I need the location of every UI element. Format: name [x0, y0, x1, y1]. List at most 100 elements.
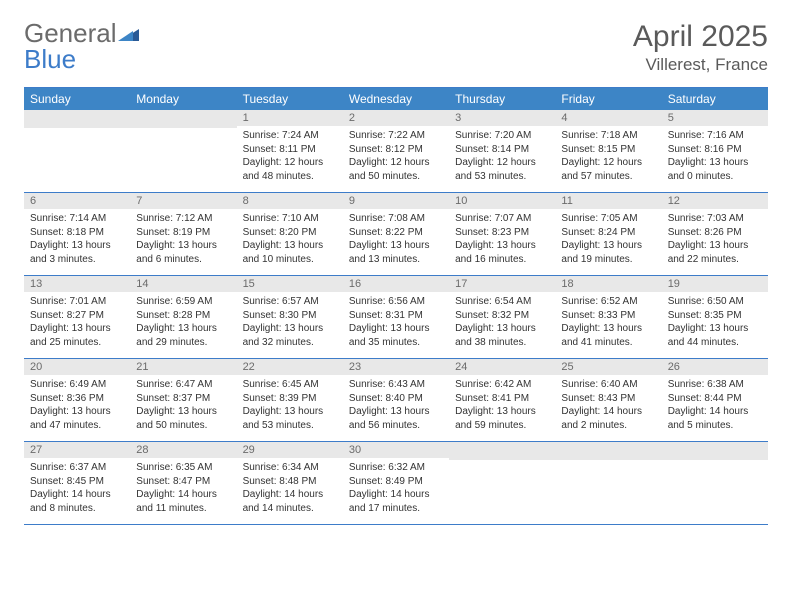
day-cell-21: 21Sunrise: 6:47 AMSunset: 8:37 PMDayligh…: [130, 359, 236, 442]
day-details: Sunrise: 6:42 AMSunset: 8:41 PMDaylight:…: [449, 375, 555, 436]
day-number: 2: [343, 110, 449, 126]
day-number: 6: [24, 193, 130, 209]
day-header-sunday: Sunday: [24, 88, 130, 111]
day-details: Sunrise: 6:52 AMSunset: 8:33 PMDaylight:…: [555, 292, 661, 353]
day-cell-23: 23Sunrise: 6:43 AMSunset: 8:40 PMDayligh…: [343, 359, 449, 442]
page-header: GeneralBlue April 2025 Villerest, France: [24, 20, 768, 75]
day-header-friday: Friday: [555, 88, 661, 111]
day-header-monday: Monday: [130, 88, 236, 111]
brand-logo: GeneralBlue: [24, 20, 140, 72]
day-number: 17: [449, 276, 555, 292]
day-details: Sunrise: 7:24 AMSunset: 8:11 PMDaylight:…: [237, 126, 343, 187]
empty-cell: [24, 110, 130, 193]
day-details: Sunrise: 7:20 AMSunset: 8:14 PMDaylight:…: [449, 126, 555, 187]
calendar-body: 1Sunrise: 7:24 AMSunset: 8:11 PMDaylight…: [24, 110, 768, 525]
day-details: Sunrise: 6:43 AMSunset: 8:40 PMDaylight:…: [343, 375, 449, 436]
day-cell-3: 3Sunrise: 7:20 AMSunset: 8:14 PMDaylight…: [449, 110, 555, 193]
day-cell-13: 13Sunrise: 7:01 AMSunset: 8:27 PMDayligh…: [24, 276, 130, 359]
day-cell-1: 1Sunrise: 7:24 AMSunset: 8:11 PMDaylight…: [237, 110, 343, 193]
day-cell-30: 30Sunrise: 6:32 AMSunset: 8:49 PMDayligh…: [343, 442, 449, 525]
day-number: 12: [662, 193, 768, 209]
day-details: Sunrise: 6:57 AMSunset: 8:30 PMDaylight:…: [237, 292, 343, 353]
day-cell-25: 25Sunrise: 6:40 AMSunset: 8:43 PMDayligh…: [555, 359, 661, 442]
day-number: 7: [130, 193, 236, 209]
day-details: Sunrise: 6:37 AMSunset: 8:45 PMDaylight:…: [24, 458, 130, 519]
day-number: 21: [130, 359, 236, 375]
day-details: Sunrise: 6:45 AMSunset: 8:39 PMDaylight:…: [237, 375, 343, 436]
month-title: April 2025: [633, 20, 768, 53]
day-details: Sunrise: 6:32 AMSunset: 8:49 PMDaylight:…: [343, 458, 449, 519]
day-cell-5: 5Sunrise: 7:16 AMSunset: 8:16 PMDaylight…: [662, 110, 768, 193]
day-details: Sunrise: 6:50 AMSunset: 8:35 PMDaylight:…: [662, 292, 768, 353]
day-number: 4: [555, 110, 661, 126]
day-details: Sunrise: 6:56 AMSunset: 8:31 PMDaylight:…: [343, 292, 449, 353]
day-cell-28: 28Sunrise: 6:35 AMSunset: 8:47 PMDayligh…: [130, 442, 236, 525]
day-number: 18: [555, 276, 661, 292]
day-number: 1: [237, 110, 343, 126]
day-details: Sunrise: 7:03 AMSunset: 8:26 PMDaylight:…: [662, 209, 768, 270]
day-details: Sunrise: 7:05 AMSunset: 8:24 PMDaylight:…: [555, 209, 661, 270]
day-header-thursday: Thursday: [449, 88, 555, 111]
day-number: 24: [449, 359, 555, 375]
day-number: 9: [343, 193, 449, 209]
empty-cell: [130, 110, 236, 193]
day-number: 15: [237, 276, 343, 292]
day-cell-17: 17Sunrise: 6:54 AMSunset: 8:32 PMDayligh…: [449, 276, 555, 359]
day-number: 26: [662, 359, 768, 375]
day-cell-11: 11Sunrise: 7:05 AMSunset: 8:24 PMDayligh…: [555, 193, 661, 276]
day-cell-26: 26Sunrise: 6:38 AMSunset: 8:44 PMDayligh…: [662, 359, 768, 442]
day-details: Sunrise: 7:08 AMSunset: 8:22 PMDaylight:…: [343, 209, 449, 270]
brand-part2: Blue: [24, 44, 76, 74]
day-details: Sunrise: 6:40 AMSunset: 8:43 PMDaylight:…: [555, 375, 661, 436]
calendar-header-row: SundayMondayTuesdayWednesdayThursdayFrid…: [24, 88, 768, 111]
day-number: 14: [130, 276, 236, 292]
location-label: Villerest, France: [633, 55, 768, 75]
day-details: Sunrise: 6:47 AMSunset: 8:37 PMDaylight:…: [130, 375, 236, 436]
day-cell-18: 18Sunrise: 6:52 AMSunset: 8:33 PMDayligh…: [555, 276, 661, 359]
calendar-table: SundayMondayTuesdayWednesdayThursdayFrid…: [24, 87, 768, 525]
empty-cell: [449, 442, 555, 525]
day-number: 8: [237, 193, 343, 209]
empty-cell: [555, 442, 661, 525]
day-details: Sunrise: 7:16 AMSunset: 8:16 PMDaylight:…: [662, 126, 768, 187]
day-details: Sunrise: 6:35 AMSunset: 8:47 PMDaylight:…: [130, 458, 236, 519]
day-cell-2: 2Sunrise: 7:22 AMSunset: 8:12 PMDaylight…: [343, 110, 449, 193]
day-cell-22: 22Sunrise: 6:45 AMSunset: 8:39 PMDayligh…: [237, 359, 343, 442]
day-number: 5: [662, 110, 768, 126]
day-details: Sunrise: 6:34 AMSunset: 8:48 PMDaylight:…: [237, 458, 343, 519]
day-cell-9: 9Sunrise: 7:08 AMSunset: 8:22 PMDaylight…: [343, 193, 449, 276]
day-cell-8: 8Sunrise: 7:10 AMSunset: 8:20 PMDaylight…: [237, 193, 343, 276]
day-number: 19: [662, 276, 768, 292]
day-details: Sunrise: 7:14 AMSunset: 8:18 PMDaylight:…: [24, 209, 130, 270]
day-header-wednesday: Wednesday: [343, 88, 449, 111]
day-cell-16: 16Sunrise: 6:56 AMSunset: 8:31 PMDayligh…: [343, 276, 449, 359]
day-details: Sunrise: 7:07 AMSunset: 8:23 PMDaylight:…: [449, 209, 555, 270]
day-details: Sunrise: 6:49 AMSunset: 8:36 PMDaylight:…: [24, 375, 130, 436]
day-details: Sunrise: 7:22 AMSunset: 8:12 PMDaylight:…: [343, 126, 449, 187]
day-cell-6: 6Sunrise: 7:14 AMSunset: 8:18 PMDaylight…: [24, 193, 130, 276]
day-number: 11: [555, 193, 661, 209]
day-details: Sunrise: 7:01 AMSunset: 8:27 PMDaylight:…: [24, 292, 130, 353]
day-number: 20: [24, 359, 130, 375]
day-details: Sunrise: 6:59 AMSunset: 8:28 PMDaylight:…: [130, 292, 236, 353]
day-details: Sunrise: 7:18 AMSunset: 8:15 PMDaylight:…: [555, 126, 661, 187]
day-details: Sunrise: 6:54 AMSunset: 8:32 PMDaylight:…: [449, 292, 555, 353]
day-number: 13: [24, 276, 130, 292]
day-header-saturday: Saturday: [662, 88, 768, 111]
day-number: 10: [449, 193, 555, 209]
day-number: 27: [24, 442, 130, 458]
day-cell-4: 4Sunrise: 7:18 AMSunset: 8:15 PMDaylight…: [555, 110, 661, 193]
day-number: 25: [555, 359, 661, 375]
day-number: 16: [343, 276, 449, 292]
day-header-tuesday: Tuesday: [237, 88, 343, 111]
day-cell-19: 19Sunrise: 6:50 AMSunset: 8:35 PMDayligh…: [662, 276, 768, 359]
day-number: 23: [343, 359, 449, 375]
day-cell-20: 20Sunrise: 6:49 AMSunset: 8:36 PMDayligh…: [24, 359, 130, 442]
day-details: Sunrise: 7:12 AMSunset: 8:19 PMDaylight:…: [130, 209, 236, 270]
day-cell-14: 14Sunrise: 6:59 AMSunset: 8:28 PMDayligh…: [130, 276, 236, 359]
day-cell-12: 12Sunrise: 7:03 AMSunset: 8:26 PMDayligh…: [662, 193, 768, 276]
day-details: Sunrise: 6:38 AMSunset: 8:44 PMDaylight:…: [662, 375, 768, 436]
day-number: 3: [449, 110, 555, 126]
day-number: 28: [130, 442, 236, 458]
day-number: 29: [237, 442, 343, 458]
